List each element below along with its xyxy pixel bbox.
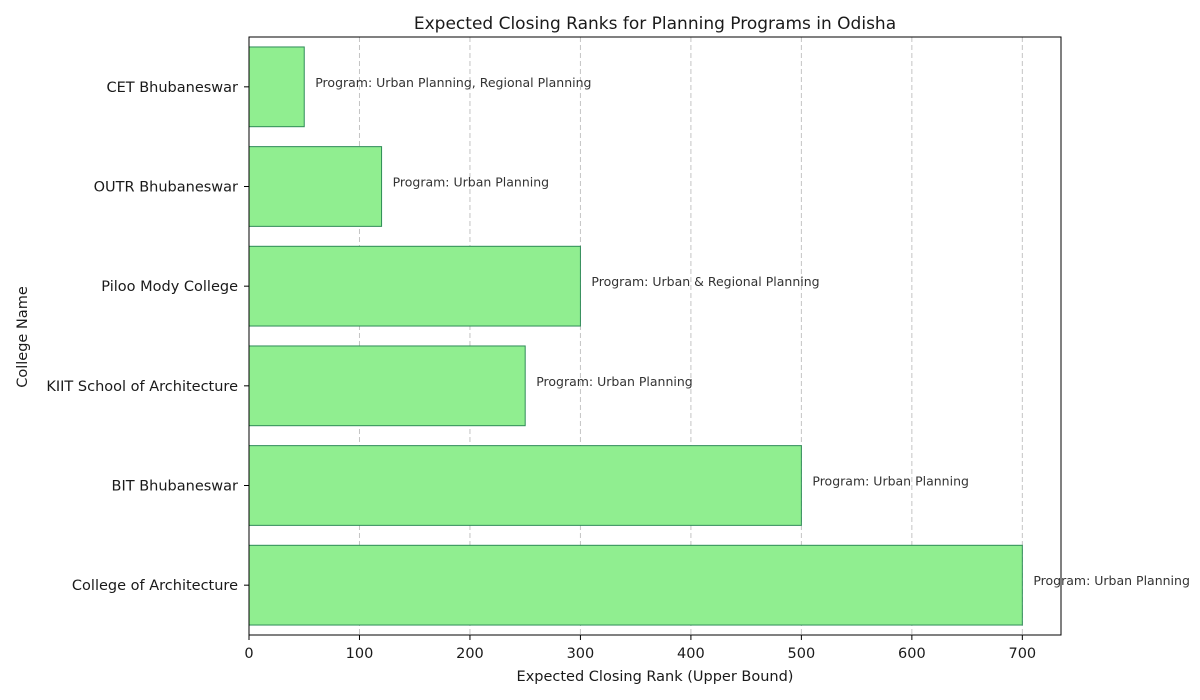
- x-tick-label: 600: [898, 646, 926, 662]
- grid-lines: [248, 37, 1023, 635]
- x-axis-label: Expected Closing Rank (Upper Bound): [517, 669, 794, 685]
- x-tick-label: 300: [567, 646, 595, 662]
- y-tick-label: BIT Bhubaneswar: [112, 479, 239, 495]
- x-tick-label: 100: [346, 646, 374, 662]
- y-axis-label: College Name: [15, 286, 31, 388]
- chart-title: Expected Closing Ranks for Planning Prog…: [414, 14, 896, 34]
- bar: [248, 345, 526, 427]
- x-tick-label: 400: [677, 646, 705, 662]
- x-axis-ticks: 0 100 200 300 400 500 600 700: [244, 635, 1036, 662]
- y-axis-ticks: CET Bhubaneswar OUTR Bhubaneswar Piloo Mod…: [46, 80, 249, 594]
- bar-annotation: Program: Urban Planning: [1033, 573, 1190, 588]
- y-tick-label: OUTR Bhubaneswar: [94, 180, 238, 196]
- x-tick-label: 200: [456, 646, 484, 662]
- bar: [248, 445, 802, 526]
- bar: [248, 245, 581, 327]
- y-tick-label: KIIT School of Architecture: [46, 379, 238, 395]
- y-tick-label: CET Bhubaneswar: [106, 80, 238, 96]
- bar: [248, 146, 383, 227]
- bar-annotation: Program: Urban & Regional Planning: [591, 274, 819, 289]
- y-tick-label: College of Architecture: [72, 578, 238, 594]
- bar: [248, 46, 305, 128]
- bar-annotation: Program: Urban Planning: [393, 175, 550, 190]
- bar-annotation: Program: Urban Planning: [812, 474, 969, 489]
- bar: [248, 544, 1023, 626]
- bar-annotations: Program: Urban Planning, Regional Planni…: [315, 75, 1190, 588]
- x-tick-label: 0: [244, 646, 253, 662]
- y-tick-label: Piloo Mody College: [101, 279, 238, 295]
- bars: [248, 46, 1023, 626]
- x-tick-label: 700: [1008, 646, 1036, 662]
- plot-frame: [248, 36, 1062, 636]
- x-tick-label: 500: [788, 646, 816, 662]
- bar-annotation: Program: Urban Planning: [536, 374, 693, 389]
- bar-annotation: Program: Urban Planning, Regional Planni…: [315, 75, 591, 90]
